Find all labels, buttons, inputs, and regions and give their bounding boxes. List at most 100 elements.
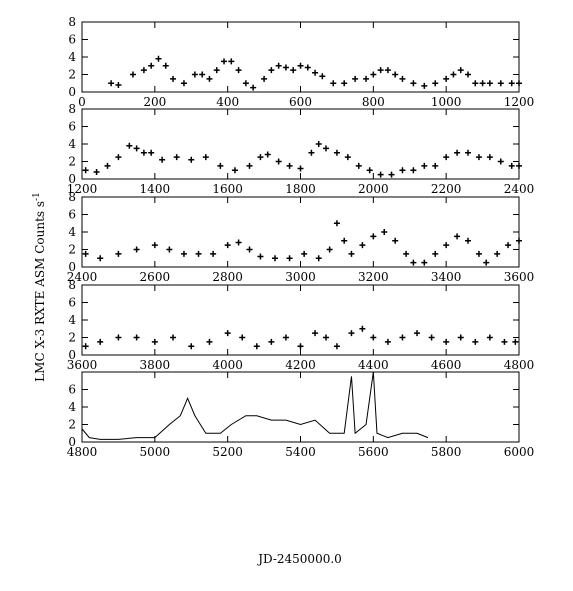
data-point — [104, 162, 111, 169]
y-tick-label: 2 — [68, 418, 76, 432]
data-point — [472, 80, 479, 87]
data-point — [516, 237, 522, 244]
data-point — [188, 343, 195, 350]
x-tick-label: 4600 — [431, 358, 462, 372]
data-point — [297, 62, 304, 69]
data-point — [443, 154, 450, 161]
data-point — [432, 162, 439, 169]
y-tick-label: 0 — [68, 85, 76, 99]
y-tick-label: 8 — [68, 15, 76, 29]
y-tick-label: 8 — [68, 190, 76, 204]
data-point — [359, 325, 366, 332]
x-tick-label: 1800 — [285, 182, 316, 196]
x-tick-label: 4800 — [67, 445, 98, 459]
y-tick-label: 4 — [68, 313, 76, 327]
x-tick-label: 5600 — [358, 445, 389, 459]
y-tick-label: 6 — [68, 33, 76, 47]
data-point — [82, 167, 89, 174]
data-point — [246, 246, 253, 253]
data-point — [224, 242, 231, 249]
data-point — [140, 67, 147, 74]
data-point — [202, 154, 209, 161]
data-point — [443, 338, 450, 345]
x-tick-label: 4200 — [285, 358, 316, 372]
data-point — [501, 338, 508, 345]
data-point — [115, 334, 122, 341]
data-point — [486, 80, 493, 87]
data-point — [399, 167, 406, 174]
data-point — [377, 67, 384, 74]
x-tick-label: 1400 — [140, 182, 171, 196]
data-point — [322, 145, 329, 152]
y-tick-label: 4 — [68, 50, 76, 64]
data-point — [129, 71, 136, 78]
data-point — [454, 233, 461, 240]
y-tick-label: 0 — [68, 260, 76, 274]
data-point — [344, 154, 351, 161]
x-tick-label: 1200 — [504, 95, 535, 109]
panel-frame — [81, 21, 520, 93]
data-point — [457, 334, 464, 341]
data-point — [497, 158, 504, 165]
data-point — [213, 67, 220, 74]
data-point — [115, 154, 122, 161]
data-point — [257, 253, 264, 260]
data-point — [97, 338, 104, 345]
data-point — [388, 171, 395, 178]
data-point — [355, 162, 362, 169]
data-point — [297, 343, 304, 350]
data-point — [231, 167, 238, 174]
data-point — [384, 67, 391, 74]
data-point — [483, 259, 490, 266]
y-tick-label: 2 — [68, 68, 76, 82]
x-tick-label: 2200 — [431, 182, 462, 196]
data-point — [475, 154, 482, 161]
y-tick-label: 6 — [68, 120, 76, 134]
data-point — [486, 154, 493, 161]
data-point — [148, 62, 155, 69]
data-point — [206, 75, 213, 82]
y-tick-label: 6 — [68, 383, 76, 397]
x-tick-label: 1600 — [212, 182, 243, 196]
light-curve — [81, 371, 429, 440]
data-point — [370, 334, 377, 341]
data-point — [148, 149, 155, 156]
data-point — [191, 71, 198, 78]
data-point — [282, 64, 289, 71]
y-tick-label: 6 — [68, 208, 76, 222]
y-tick-label: 2 — [68, 243, 76, 257]
data-point — [505, 242, 512, 249]
data-point — [333, 149, 340, 156]
data-point — [224, 330, 231, 337]
data-point — [133, 145, 140, 152]
y-tick-label: 0 — [68, 435, 76, 449]
data-point — [508, 80, 515, 87]
data-point — [410, 259, 417, 266]
data-point — [366, 167, 373, 174]
data-point — [297, 165, 304, 172]
data-point — [410, 167, 417, 174]
data-point — [166, 246, 173, 253]
x-tick-label: 5800 — [431, 445, 462, 459]
x-tick-label: 3400 — [431, 270, 462, 284]
x-tick-label: 3600 — [504, 270, 535, 284]
data-point — [126, 142, 133, 149]
data-point — [108, 80, 115, 87]
data-point — [308, 149, 315, 156]
data-point — [392, 71, 399, 78]
x-tick-label: 5200 — [212, 445, 243, 459]
data-point — [384, 338, 391, 345]
data-point — [486, 334, 493, 341]
data-point — [286, 162, 293, 169]
data-point — [246, 162, 253, 169]
data-point — [97, 255, 104, 262]
data-point — [432, 250, 439, 257]
data-point — [133, 246, 140, 253]
data-point — [421, 82, 428, 89]
x-tick-label: 3000 — [285, 270, 316, 284]
data-point — [333, 343, 340, 350]
data-point — [508, 162, 515, 169]
x-tick-label: 2400 — [67, 270, 98, 284]
data-point — [82, 343, 89, 350]
